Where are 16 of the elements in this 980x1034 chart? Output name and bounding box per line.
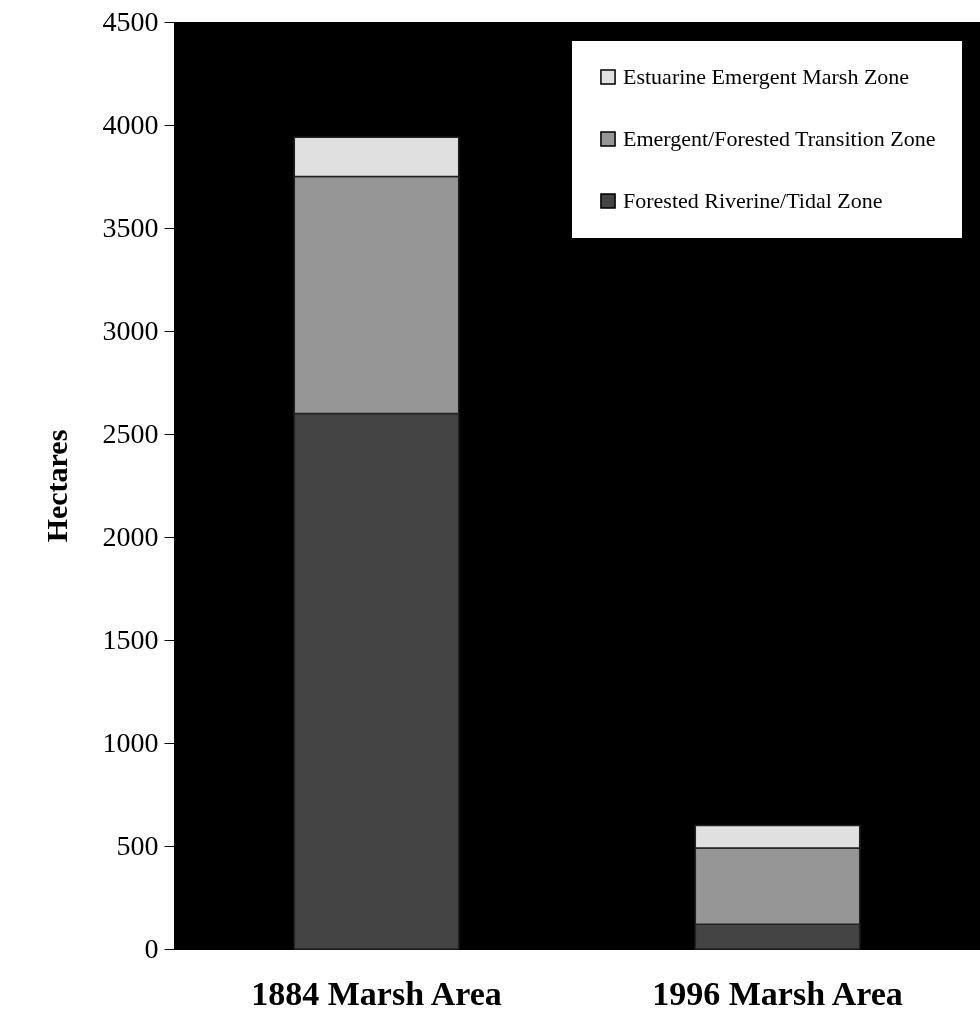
y-tick-label: 2000 xyxy=(102,520,159,552)
y-tick-label: 1000 xyxy=(102,726,159,758)
y-tick-label: 4500 xyxy=(102,5,159,37)
y-tick-label: 2500 xyxy=(102,417,159,449)
x-tick-label: 1884 Marsh Area xyxy=(251,974,502,1012)
y-tick-label: 3000 xyxy=(102,314,159,346)
y-tick-label: 3500 xyxy=(102,211,159,243)
legend-label: Estuarine Emergent Marsh Zone xyxy=(623,64,910,89)
legend-label: Emergent/Forested Transition Zone xyxy=(623,126,936,151)
y-tick-label: 1500 xyxy=(102,623,159,655)
y-tick-label: 500 xyxy=(116,829,159,861)
y-tick-label: 4000 xyxy=(102,108,159,140)
x-tick-label: 1996 Marsh Area xyxy=(652,974,903,1012)
y-axis-title: Hectares xyxy=(39,429,73,543)
y-tick-label: 0 xyxy=(144,932,159,964)
legend-label: Forested Riverine/Tidal Zone xyxy=(623,188,883,213)
